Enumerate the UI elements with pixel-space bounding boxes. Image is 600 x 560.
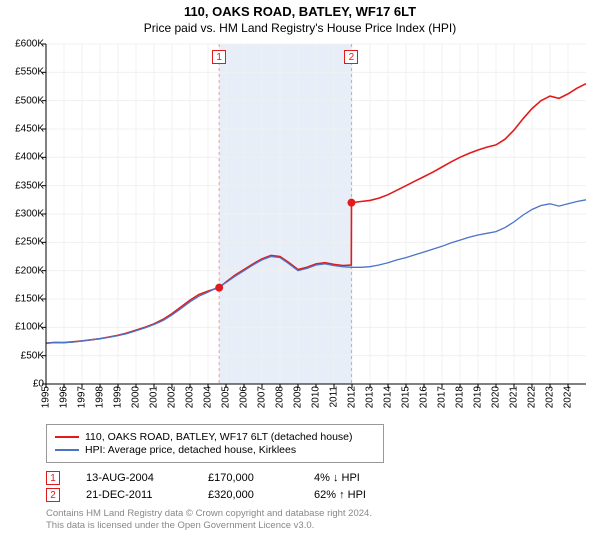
legend-item: HPI: Average price, detached house, Kirk… — [55, 444, 375, 456]
chart-svg — [46, 44, 586, 384]
y-tick-label: £100K — [0, 322, 44, 333]
x-tick-label: 2015 — [401, 386, 412, 408]
sale-marker-1: 1 — [212, 50, 226, 64]
chart-subtitle: Price paid vs. HM Land Registry's House … — [0, 21, 600, 35]
x-tick-label: 2000 — [131, 386, 142, 408]
y-tick-label: £500K — [0, 95, 44, 106]
chart-title: 110, OAKS ROAD, BATLEY, WF17 6LT — [0, 4, 600, 19]
x-tick-label: 2018 — [455, 386, 466, 408]
y-tick-label: £400K — [0, 152, 44, 163]
legend-label: 110, OAKS ROAD, BATLEY, WF17 6LT (detach… — [85, 431, 353, 443]
sale-delta: 62% ↑ HPI — [314, 489, 366, 501]
y-tick-label: £250K — [0, 237, 44, 248]
x-tick-label: 2023 — [545, 386, 556, 408]
x-tick-label: 2006 — [239, 386, 250, 408]
y-tick-label: £300K — [0, 209, 44, 220]
footer-attribution: Contains HM Land Registry data © Crown c… — [46, 508, 586, 532]
y-tick-label: £150K — [0, 294, 44, 305]
sale-row: 1 13-AUG-2004 £170,000 4% ↓ HPI — [46, 471, 586, 485]
x-tick-label: 2013 — [365, 386, 376, 408]
x-tick-label: 2002 — [167, 386, 178, 408]
y-tick-label: £350K — [0, 180, 44, 191]
sale-date: 13-AUG-2004 — [86, 472, 182, 484]
x-tick-label: 1996 — [59, 386, 70, 408]
x-tick-label: 2003 — [185, 386, 196, 408]
sale-marker-2: 2 — [344, 50, 358, 64]
legend-swatch — [55, 449, 79, 451]
x-tick-label: 2007 — [257, 386, 268, 408]
legend-label: HPI: Average price, detached house, Kirk… — [85, 444, 296, 456]
x-tick-label: 2011 — [329, 386, 340, 408]
x-tick-label: 2021 — [509, 386, 520, 408]
below-chart: 110, OAKS ROAD, BATLEY, WF17 6LT (detach… — [46, 424, 586, 532]
footer-line-1: Contains HM Land Registry data © Crown c… — [46, 508, 586, 520]
x-tick-label: 1997 — [77, 386, 88, 408]
y-tick-label: £0 — [0, 379, 44, 390]
x-tick-label: 2005 — [221, 386, 232, 408]
x-tick-label: 2001 — [149, 386, 160, 408]
x-tick-label: 2004 — [203, 386, 214, 408]
legend-swatch — [55, 436, 79, 438]
x-tick-label: 1995 — [41, 386, 52, 408]
sale-marker-icon: 1 — [46, 471, 60, 485]
x-tick-label: 2012 — [347, 386, 358, 408]
sale-price: £170,000 — [208, 472, 288, 484]
x-tick-label: 2019 — [473, 386, 484, 408]
titles: 110, OAKS ROAD, BATLEY, WF17 6LT Price p… — [0, 0, 600, 35]
footer-line-2: This data is licensed under the Open Gov… — [46, 520, 586, 532]
y-tick-label: £600K — [0, 39, 44, 50]
x-tick-label: 2024 — [563, 386, 574, 408]
x-tick-label: 1999 — [113, 386, 124, 408]
y-tick-label: £450K — [0, 124, 44, 135]
sale-date: 21-DEC-2011 — [86, 489, 182, 501]
x-tick-label: 2014 — [383, 386, 394, 408]
chart-area: £0£50K£100K£150K£200K£250K£300K£350K£400… — [46, 44, 586, 384]
sales-table: 1 13-AUG-2004 £170,000 4% ↓ HPI 2 21-DEC-2011… — [46, 471, 586, 502]
x-tick-label: 2010 — [311, 386, 322, 408]
y-tick-label: £550K — [0, 67, 44, 78]
x-tick-label: 2008 — [275, 386, 286, 408]
x-tick-label: 1998 — [95, 386, 106, 408]
sale-delta: 4% ↓ HPI — [314, 472, 360, 484]
x-tick-label: 2017 — [437, 386, 448, 408]
x-tick-label: 2022 — [527, 386, 538, 408]
x-tick-label: 2009 — [293, 386, 304, 408]
x-tick-label: 2020 — [491, 386, 502, 408]
legend-box: 110, OAKS ROAD, BATLEY, WF17 6LT (detach… — [46, 424, 384, 463]
y-tick-label: £50K — [0, 350, 44, 361]
chart-container: 110, OAKS ROAD, BATLEY, WF17 6LT Price p… — [0, 0, 600, 560]
legend-item: 110, OAKS ROAD, BATLEY, WF17 6LT (detach… — [55, 431, 375, 443]
sale-row: 2 21-DEC-2011 £320,000 62% ↑ HPI — [46, 488, 586, 502]
sale-marker-icon: 2 — [46, 488, 60, 502]
sale-price: £320,000 — [208, 489, 288, 501]
y-tick-label: £200K — [0, 265, 44, 276]
x-tick-label: 2016 — [419, 386, 430, 408]
